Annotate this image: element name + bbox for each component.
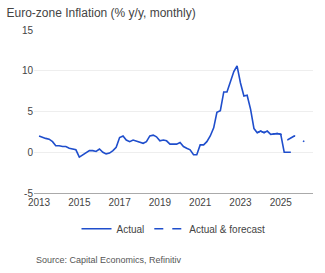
svg-text:2025: 2025: [270, 197, 293, 208]
svg-text:0: 0: [27, 147, 33, 158]
svg-text:10: 10: [22, 65, 34, 76]
svg-text:2017: 2017: [108, 197, 131, 208]
svg-text:-5: -5: [24, 188, 33, 199]
svg-text:5: 5: [27, 106, 33, 117]
svg-text:2021: 2021: [189, 197, 212, 208]
svg-text:2019: 2019: [149, 197, 172, 208]
svg-text:15: 15: [22, 25, 34, 36]
svg-text:2015: 2015: [68, 197, 91, 208]
svg-text:Source: Capital Economics, Ref: Source: Capital Economics, Refinitiv: [36, 255, 182, 265]
svg-text:2013: 2013: [28, 197, 51, 208]
svg-text:Actual & forecast: Actual & forecast: [189, 224, 265, 235]
svg-text:Actual: Actual: [117, 224, 145, 235]
svg-text:2023: 2023: [229, 197, 252, 208]
svg-text:Euro-zone Inflation (% y/y, mo: Euro-zone Inflation (% y/y, monthly): [7, 6, 196, 20]
